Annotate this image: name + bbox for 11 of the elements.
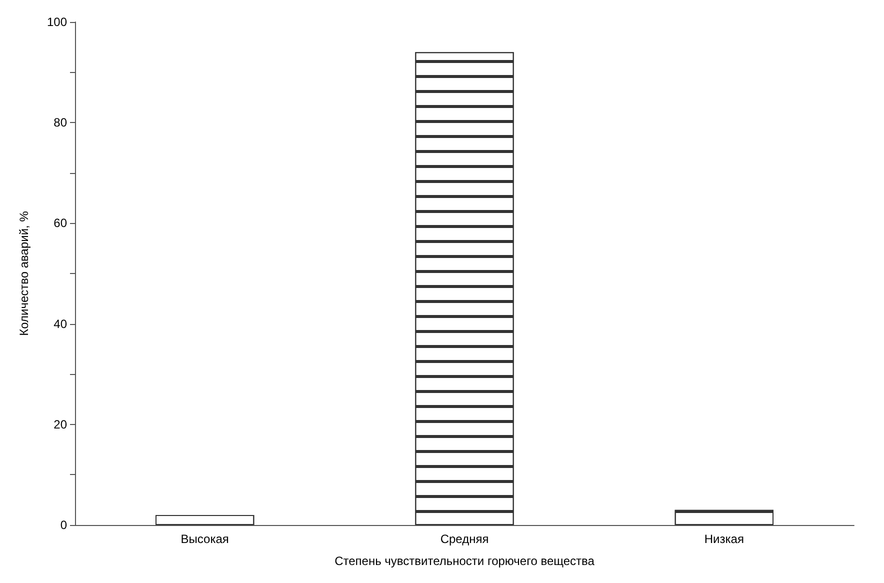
y-tick-label: 80 bbox=[54, 116, 68, 130]
y-tick-label: 0 bbox=[60, 518, 68, 532]
x-tick-label: Высокая bbox=[180, 532, 229, 546]
y-tick-label: 100 bbox=[46, 15, 68, 29]
y-tick-label: 20 bbox=[54, 417, 68, 432]
y-tick-label: 60 bbox=[54, 216, 68, 230]
x-tick-label: Низкая bbox=[704, 532, 744, 546]
x-axis-title: Степень чувствительности горючего вещества bbox=[334, 554, 595, 568]
x-tick-label: Средняя bbox=[440, 532, 489, 546]
y-tick-label: 40 bbox=[54, 316, 68, 331]
y-axis-title: Количество аварий, % bbox=[17, 210, 31, 336]
